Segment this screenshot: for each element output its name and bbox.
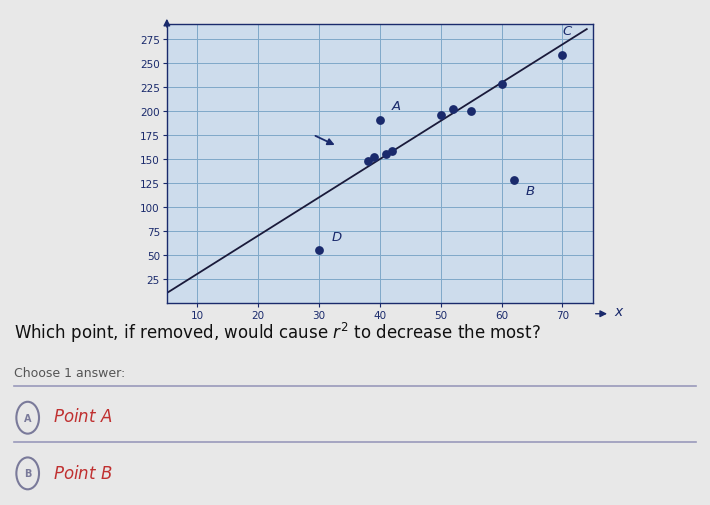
Point: [435, 112, 447, 120]
Text: D: D: [331, 231, 342, 244]
Text: Choose 1 answer:: Choose 1 answer:: [14, 366, 126, 379]
Point: [508, 176, 520, 184]
Text: Point $B$: Point $B$: [53, 464, 113, 482]
Text: A: A: [24, 413, 31, 423]
Text: $x$: $x$: [614, 305, 625, 318]
Point: [381, 150, 392, 159]
Point: [386, 147, 398, 156]
Point: [447, 106, 459, 114]
Point: [466, 108, 477, 116]
Point: [313, 246, 324, 255]
Text: B: B: [24, 469, 31, 478]
Text: Which point, if removed, would cause $r^2$ to decrease the most?: Which point, if removed, would cause $r^…: [14, 321, 541, 345]
Point: [557, 52, 568, 60]
Text: B: B: [526, 185, 535, 198]
Text: Point $A$: Point $A$: [53, 408, 113, 426]
Point: [362, 157, 373, 165]
Point: [368, 154, 379, 162]
Text: A: A: [392, 99, 401, 113]
Point: [374, 117, 386, 125]
Point: [496, 81, 507, 89]
Text: C: C: [562, 25, 572, 38]
